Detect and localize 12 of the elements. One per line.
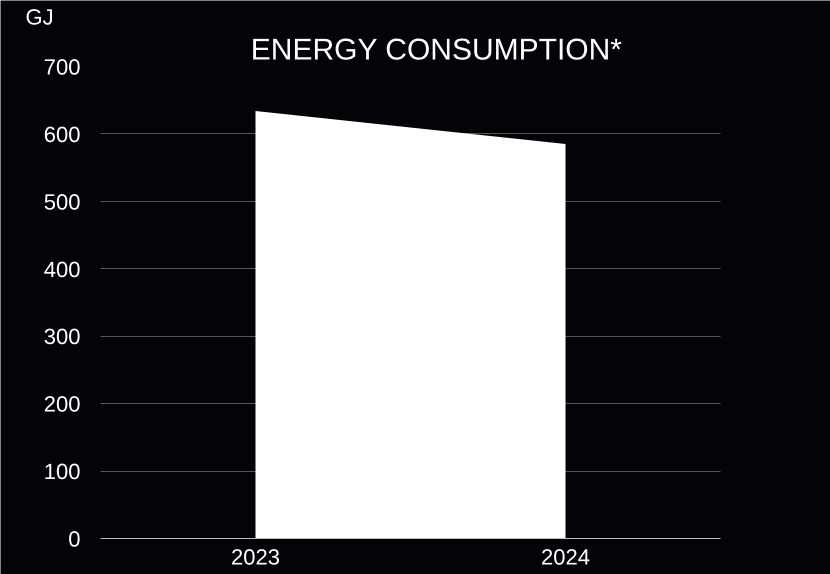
y-tick-label: 700	[44, 54, 81, 80]
x-tick-label: 2023	[231, 544, 280, 570]
y-tick-label: 600	[44, 122, 81, 147]
y-tick-label: 200	[44, 392, 81, 417]
y-tick-label: 300	[44, 324, 81, 350]
x-tick-label: 2024	[541, 544, 590, 570]
y-tick-label: 0	[68, 526, 81, 552]
y-tick-label: 400	[44, 256, 81, 282]
y-tick-label: 100	[44, 459, 81, 484]
chart-title: ENERGY CONSUMPTION*	[250, 34, 622, 66]
y-axis-title: GJ	[26, 4, 54, 30]
y-tick-label: 500	[44, 189, 81, 214]
